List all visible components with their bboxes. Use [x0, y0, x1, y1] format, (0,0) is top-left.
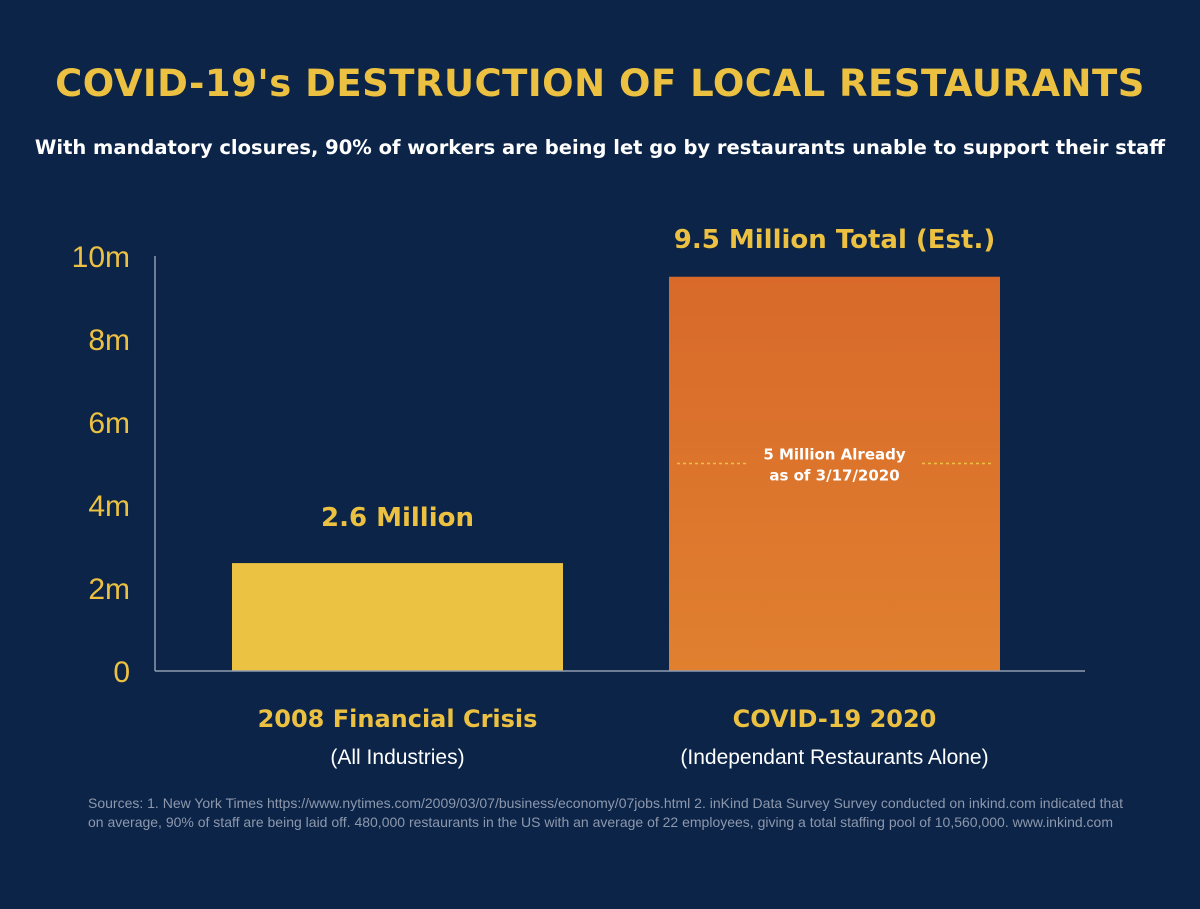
y-tick-label: 2m: [88, 573, 130, 606]
annotation-line1: 5 Million Already: [763, 446, 906, 464]
y-tick-label: 0: [113, 656, 130, 689]
bar-value-label: 2.6 Million: [321, 503, 474, 533]
annotation-line2: as of 3/17/2020: [769, 467, 899, 485]
x-category-label: COVID-19 2020: [733, 705, 937, 733]
y-tick-label: 10m: [72, 241, 130, 274]
x-category-sublabel: (Independant Restaurants Alone): [680, 746, 988, 769]
bar-2008: [232, 563, 563, 671]
sources-note: Sources: 1. New York Times https://www.n…: [88, 795, 1123, 830]
bar-covid: [669, 276, 1000, 671]
chart-title: COVID-19's DESTRUCTION OF LOCAL RESTAURA…: [55, 62, 1145, 105]
bar-value-label: 9.5 Million Total (Est.): [674, 225, 995, 255]
x-category-label: 2008 Financial Crisis: [258, 705, 538, 733]
chart-subtitle: With mandatory closures, 90% of workers …: [34, 136, 1166, 159]
y-tick-label: 6m: [88, 407, 130, 440]
x-category-sublabel: (All Industries): [330, 746, 464, 769]
y-tick-label: 4m: [88, 490, 130, 523]
y-tick-label: 8m: [88, 324, 130, 357]
